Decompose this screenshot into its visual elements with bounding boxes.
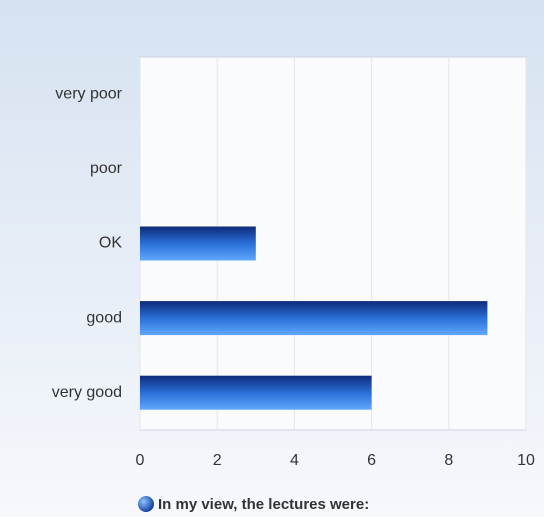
- x-tick-label: 8: [444, 452, 453, 469]
- bar: [140, 226, 256, 261]
- y-tick-label: OK: [99, 235, 122, 252]
- y-tick-label: poor: [90, 160, 123, 177]
- bar: [140, 375, 372, 410]
- x-tick-label: 10: [517, 452, 535, 469]
- y-tick-label: good: [86, 309, 122, 326]
- legend-label: In my view, the lectures were:: [158, 496, 369, 513]
- y-tick-label: very poor: [55, 86, 122, 103]
- x-tick-label: 4: [290, 452, 299, 469]
- x-tick-label: 2: [213, 452, 222, 469]
- bar: [140, 301, 488, 336]
- x-tick-label: 0: [136, 452, 145, 469]
- x-tick-label: 6: [367, 452, 376, 469]
- y-tick-label: very good: [52, 384, 122, 401]
- legend-marker: [138, 496, 154, 512]
